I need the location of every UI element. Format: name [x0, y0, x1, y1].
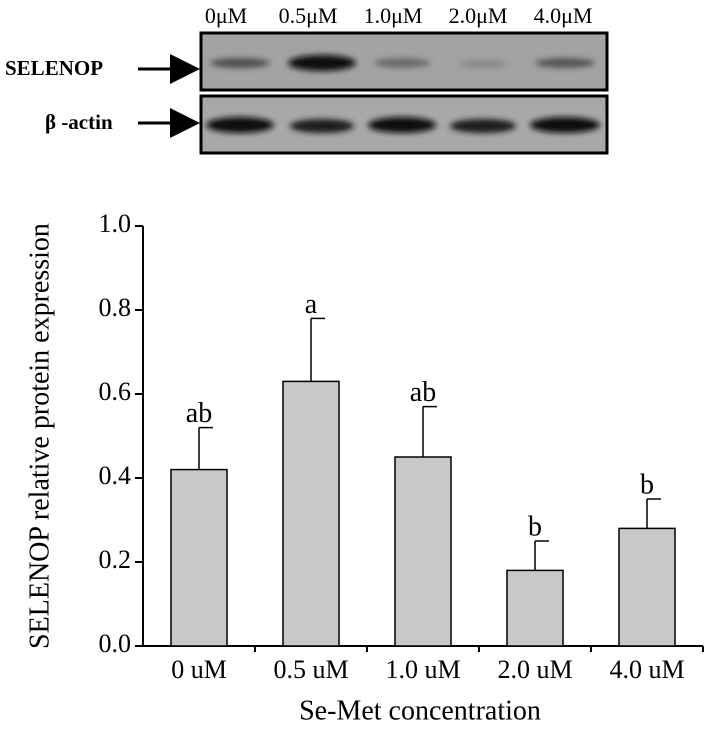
lane-label: 0μM [205, 3, 247, 28]
x-tick-label: 4.0 uM [609, 655, 684, 684]
row-label: β -actin [45, 110, 113, 134]
band [288, 55, 356, 71]
significance-label: b [640, 469, 654, 500]
lane-label: 1.0μM [364, 3, 423, 28]
plot: 0.0 0.2 0.4 0.6 0.8 1.0 0 uM ab 0.5 uM a 1.0 uM ab 2… [99, 209, 704, 684]
band [210, 58, 270, 68]
band [374, 58, 430, 68]
significance-label: a [305, 289, 318, 320]
x-tick-label: 0.5 uM [273, 655, 348, 684]
significance-label: ab [410, 377, 436, 408]
bar [618, 527, 676, 647]
band [450, 119, 516, 133]
bar [394, 456, 452, 647]
x-tick-label: 1.0 uM [385, 655, 460, 684]
lane-label: 0.5μM [279, 3, 338, 28]
x-tick-label: 2.0 uM [497, 655, 572, 684]
bar [282, 380, 340, 647]
band [368, 117, 436, 133]
x-tick-label: 0 uM [171, 655, 227, 684]
y-tick-label: 0.4 [99, 461, 132, 490]
row-label: SELENOP [5, 56, 103, 80]
y-tick-label: 0.8 [99, 293, 132, 322]
lane-label: 4.0μM [534, 3, 593, 28]
bar [170, 468, 228, 647]
band [530, 117, 600, 133]
x-axis-label: Se-Met concentration [299, 695, 541, 726]
y-tick-label: 0.2 [99, 545, 132, 574]
band [459, 60, 507, 68]
band [206, 117, 274, 133]
y-tick-label: 0.0 [99, 629, 132, 658]
bar [506, 569, 564, 647]
y-tick-label: 1.0 [99, 209, 132, 238]
y-tick-label: 0.6 [99, 377, 132, 406]
band [290, 119, 354, 133]
bands [206, 55, 600, 133]
significance-label: b [528, 511, 542, 542]
band [535, 58, 595, 68]
blot: 0μM 0.5μM 1.0μM 2.0μM 4.0μM SELENOP β -a… [5, 3, 609, 155]
lane-label: 2.0μM [449, 3, 508, 28]
y-axis-label: SELENOP relative protein expression [24, 223, 55, 649]
significance-label: ab [186, 398, 212, 429]
